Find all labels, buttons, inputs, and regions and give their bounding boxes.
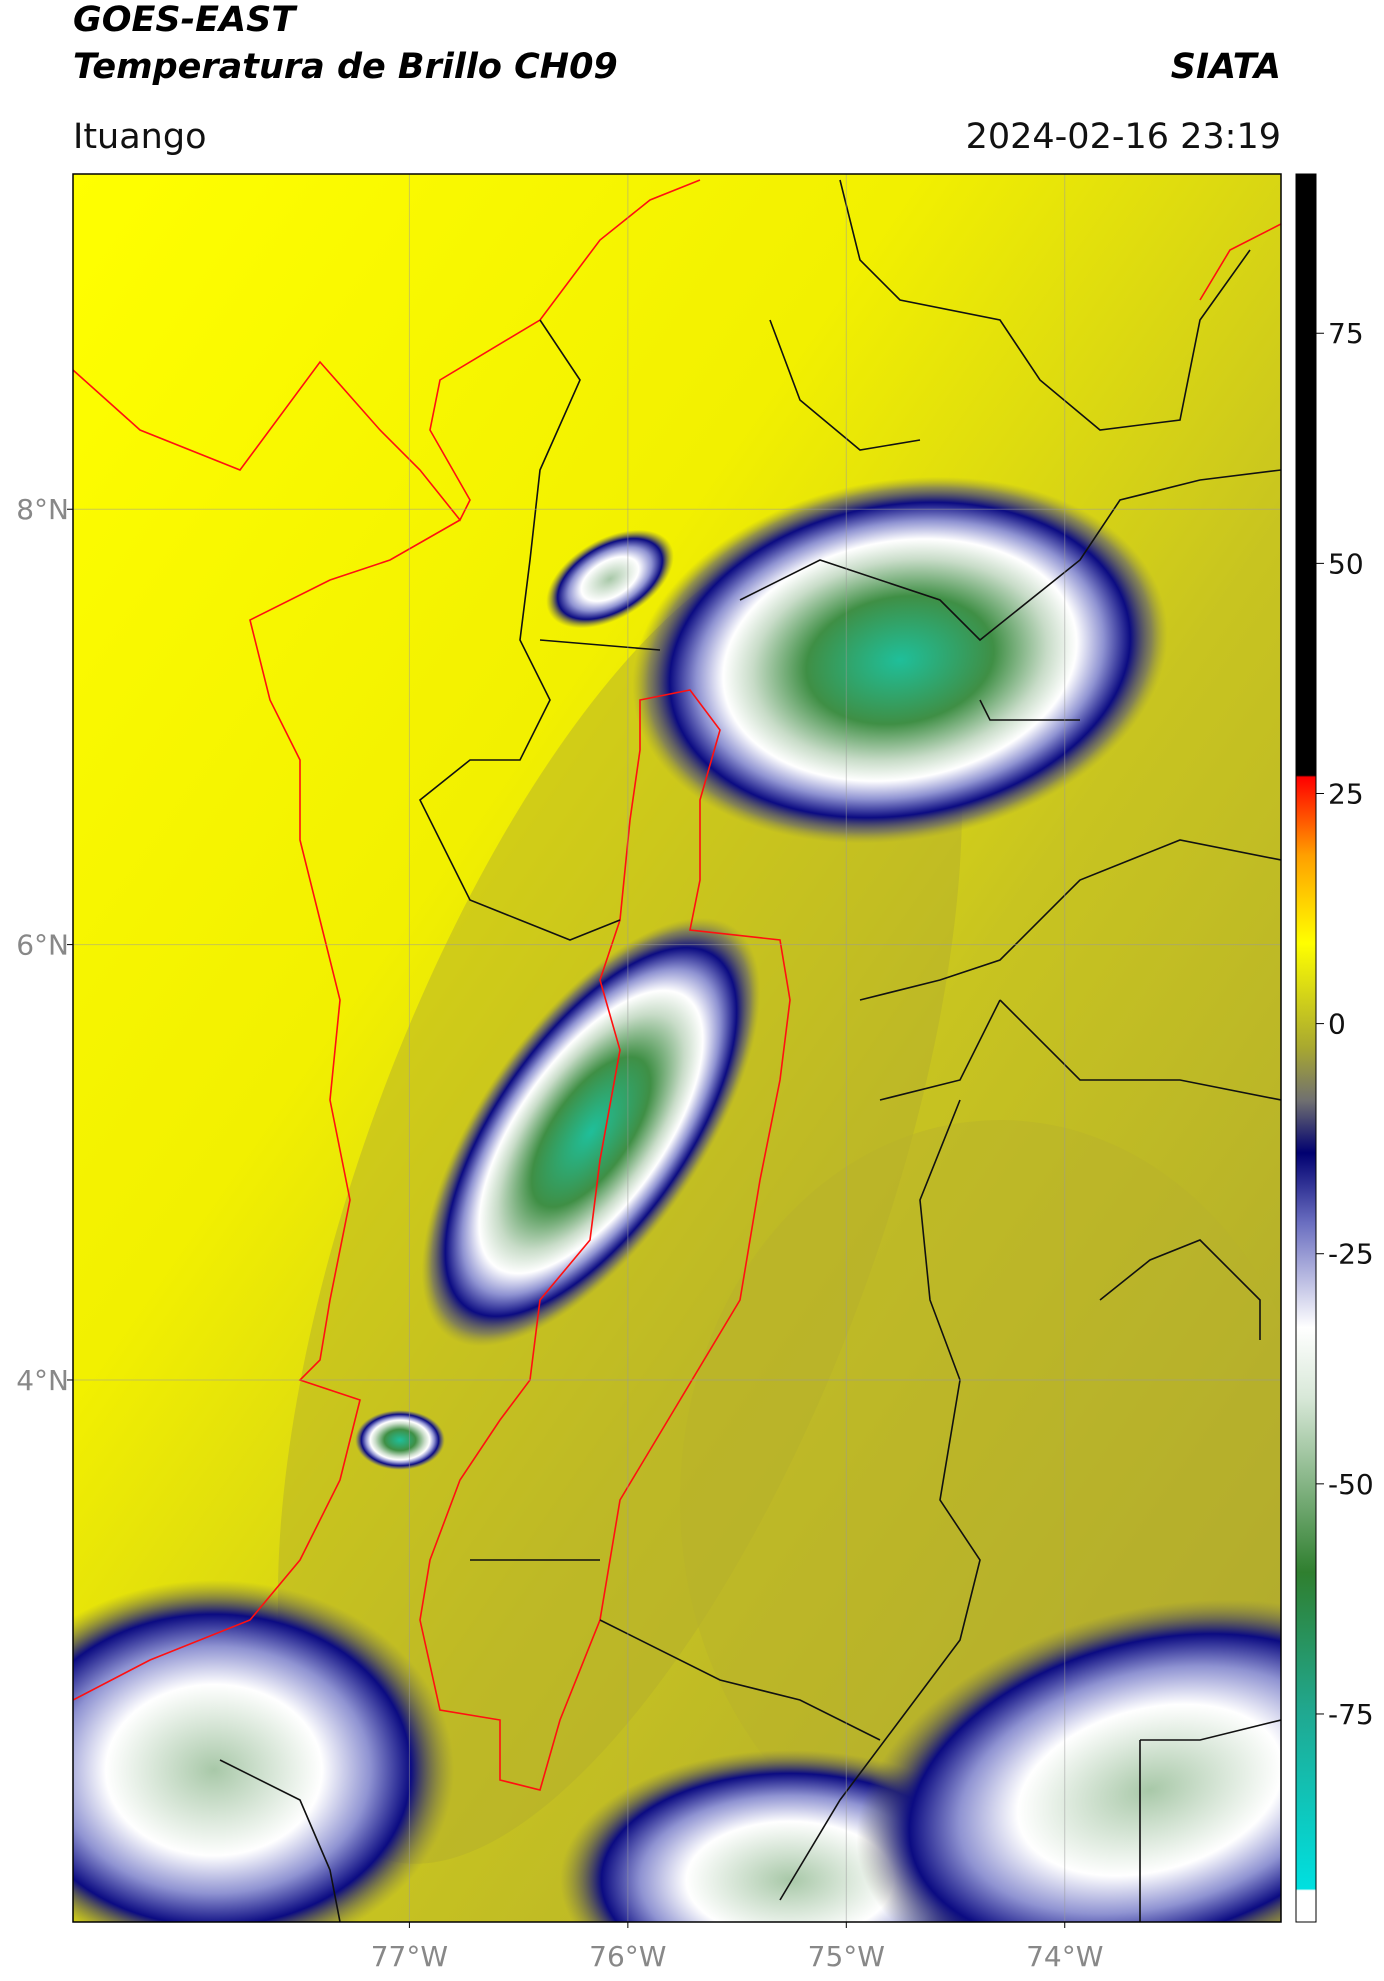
coastline — [1199, 223, 1281, 301]
colorbar-label: -50 — [1328, 1468, 1374, 1501]
colorbar — [1295, 173, 1317, 1923]
region-boundary — [419, 689, 791, 1791]
coastline — [73, 179, 701, 1701]
cloud — [632, 476, 1168, 844]
map-frame — [72, 173, 1282, 1923]
colorbar-label: -75 — [1328, 1698, 1374, 1731]
colorbar-label: 75 — [1328, 317, 1364, 350]
location: Ituango — [73, 117, 207, 157]
y-tick-label: 6°N — [16, 929, 69, 962]
title: GOES-EAST — [73, 0, 298, 40]
colorbar-label: 50 — [1328, 547, 1364, 580]
cloud — [73, 1580, 454, 1922]
colorbar-label: 0 — [1328, 1008, 1346, 1041]
map — [73, 174, 1281, 1922]
subtitle: Temperatura de Brillo CH09 — [73, 47, 618, 87]
cloud — [546, 529, 674, 629]
y-tick-label: 4°N — [16, 1364, 69, 1397]
cloud — [355, 1410, 445, 1470]
x-tick-label: 76°W — [589, 1940, 666, 1973]
source: SIATA — [1171, 47, 1281, 87]
colorbar-label: 25 — [1328, 777, 1364, 810]
department-boundary — [219, 179, 1281, 1922]
timestamp: 2024-02-16 23:19 — [966, 117, 1281, 157]
colorbar-label: -25 — [1328, 1238, 1374, 1271]
x-tick-label: 77°W — [371, 1940, 448, 1973]
x-tick-label: 74°W — [1026, 1940, 1103, 1973]
cloud — [421, 917, 761, 1347]
cloud — [856, 1599, 1281, 1922]
x-tick-label: 75°W — [808, 1940, 885, 1973]
y-tick-label: 8°N — [16, 493, 69, 526]
